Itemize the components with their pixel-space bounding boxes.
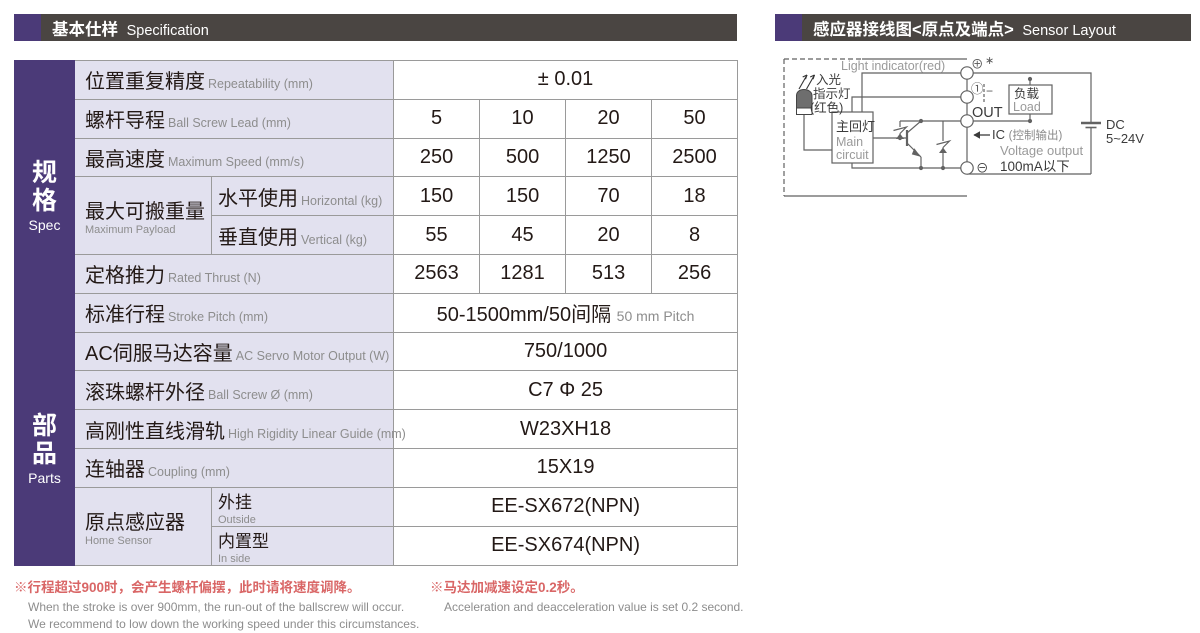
svg-text:⊕: ⊕ [971, 58, 984, 72]
svg-text:5~24V: 5~24V [1106, 131, 1144, 146]
svg-text:IC (控制输出): IC (控制输出) [992, 127, 1062, 142]
svg-text:100mA以下: 100mA以下 [1000, 159, 1070, 174]
svg-text:circuit: circuit [836, 148, 869, 162]
svg-text:−: − [986, 84, 993, 98]
svg-text:(红色): (红色) [810, 100, 843, 115]
svg-text:Voltage output: Voltage output [1000, 143, 1084, 158]
svg-text:∗: ∗ [985, 55, 994, 67]
svg-text:入光: 入光 [816, 73, 841, 87]
svg-text:主回灯: 主回灯 [836, 119, 875, 134]
svg-text:指示灯: 指示灯 [813, 86, 851, 101]
svg-text:Main: Main [836, 135, 863, 149]
svg-text:OUT: OUT [972, 105, 1003, 121]
svg-text:①: ① [971, 82, 984, 96]
svg-text:负载: 负载 [1014, 87, 1040, 101]
svg-text:DC: DC [1106, 117, 1125, 132]
svg-text:⊖: ⊖ [976, 162, 989, 176]
svg-text:Load: Load [1013, 100, 1041, 114]
svg-text:Light indicator(red): Light indicator(red) [841, 59, 945, 73]
